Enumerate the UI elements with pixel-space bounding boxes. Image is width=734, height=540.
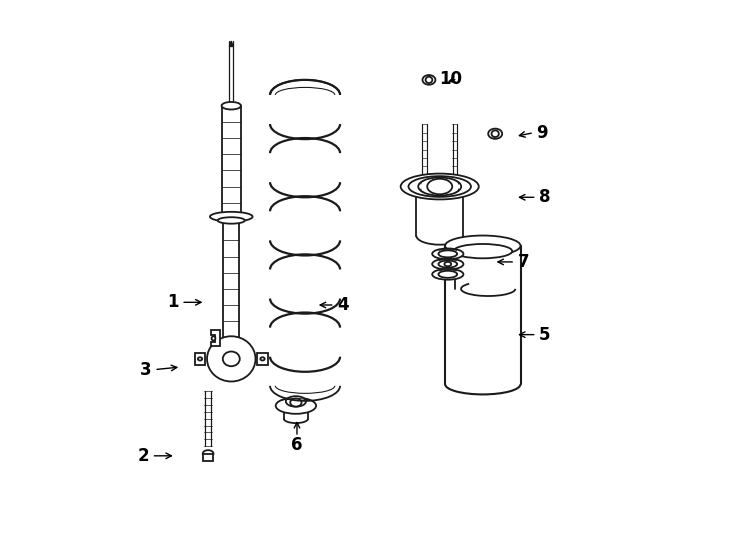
Text: 4: 4	[337, 296, 349, 314]
Ellipse shape	[426, 77, 432, 83]
Text: 10: 10	[439, 70, 462, 88]
Ellipse shape	[401, 173, 479, 199]
Ellipse shape	[438, 261, 457, 268]
Text: 6: 6	[291, 436, 302, 454]
Ellipse shape	[432, 259, 463, 269]
Ellipse shape	[211, 336, 215, 341]
Ellipse shape	[418, 178, 461, 195]
Ellipse shape	[427, 179, 452, 194]
Bar	[195, 353, 206, 365]
Ellipse shape	[276, 397, 316, 414]
Text: 2: 2	[138, 447, 149, 465]
Ellipse shape	[261, 357, 265, 361]
Ellipse shape	[488, 129, 502, 139]
Text: 3: 3	[140, 361, 152, 379]
Ellipse shape	[222, 102, 241, 110]
Text: 5: 5	[539, 326, 550, 343]
Polygon shape	[230, 41, 233, 46]
Text: 8: 8	[539, 188, 550, 206]
Text: 9: 9	[537, 124, 548, 141]
Ellipse shape	[223, 352, 240, 366]
Ellipse shape	[444, 262, 451, 266]
Ellipse shape	[445, 235, 520, 256]
Ellipse shape	[423, 75, 435, 85]
Ellipse shape	[286, 396, 306, 407]
Ellipse shape	[210, 212, 252, 221]
Ellipse shape	[454, 244, 512, 258]
Text: 1: 1	[167, 293, 179, 312]
Text: 7: 7	[517, 253, 529, 271]
Ellipse shape	[492, 130, 499, 137]
Ellipse shape	[438, 271, 457, 278]
Bar	[257, 353, 268, 365]
Ellipse shape	[198, 357, 202, 361]
Polygon shape	[211, 330, 220, 346]
Ellipse shape	[438, 251, 457, 258]
Ellipse shape	[218, 217, 245, 224]
Ellipse shape	[207, 336, 255, 381]
Ellipse shape	[432, 248, 463, 259]
Ellipse shape	[290, 399, 302, 407]
Ellipse shape	[409, 176, 471, 197]
Ellipse shape	[203, 450, 214, 457]
Ellipse shape	[432, 269, 463, 280]
Bar	[203, 454, 214, 461]
